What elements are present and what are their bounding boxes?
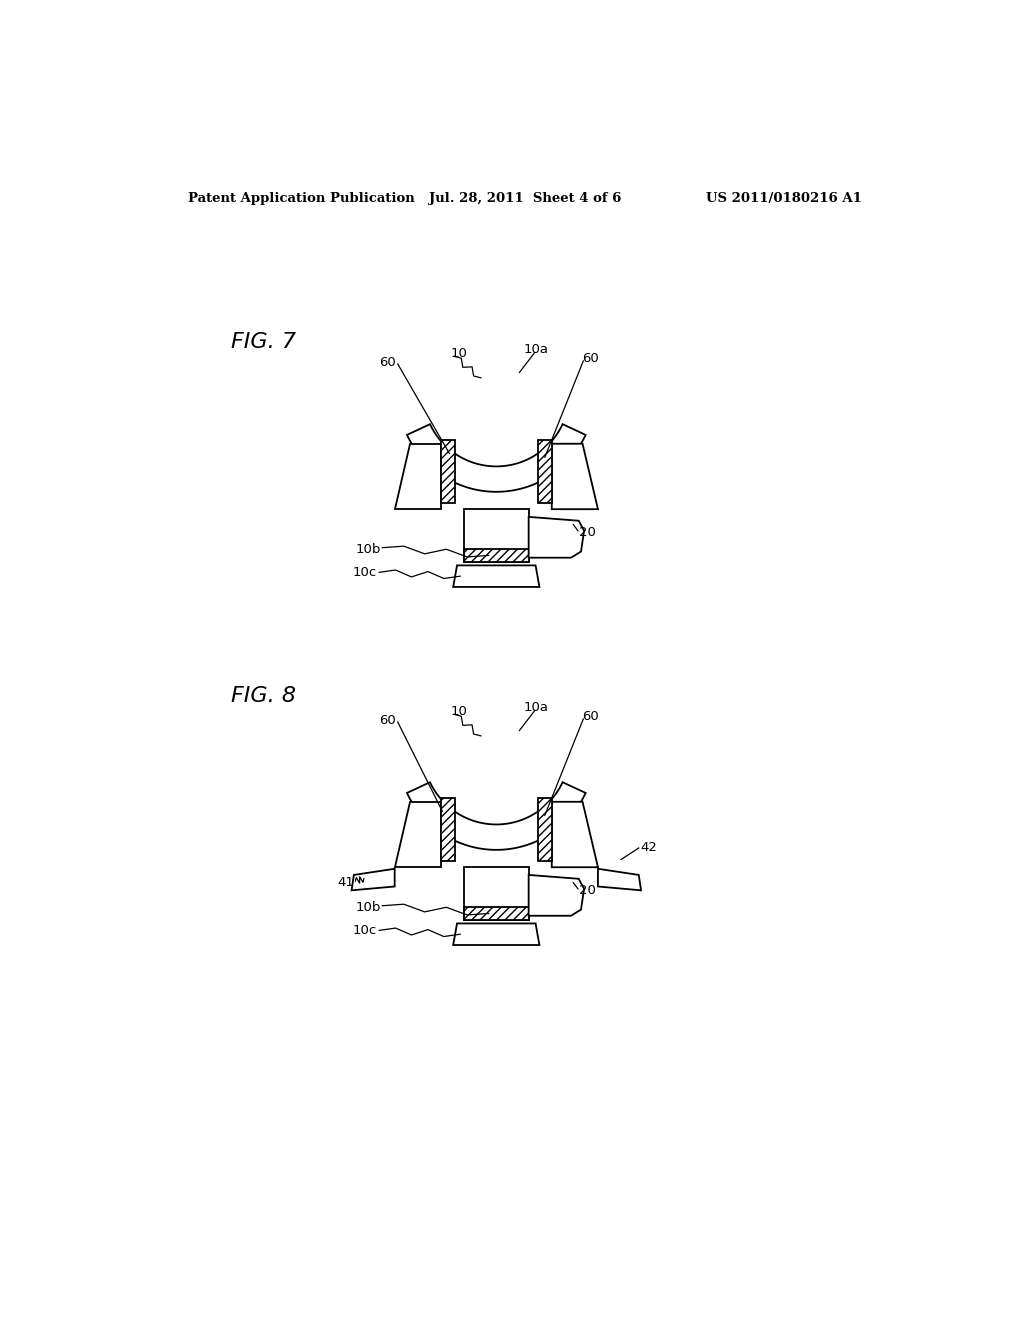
Text: 60: 60 <box>380 714 396 727</box>
Polygon shape <box>394 801 441 867</box>
Text: FIG. 8: FIG. 8 <box>230 686 296 706</box>
Polygon shape <box>552 801 598 867</box>
Text: 42: 42 <box>640 841 657 854</box>
Text: 20: 20 <box>579 884 596 896</box>
Text: Patent Application Publication: Patent Application Publication <box>188 191 415 205</box>
Text: 60: 60 <box>583 710 599 723</box>
Polygon shape <box>407 783 586 850</box>
Text: 60: 60 <box>380 356 396 370</box>
Bar <box>441 797 455 861</box>
Polygon shape <box>454 924 540 945</box>
Bar <box>538 440 552 503</box>
Text: Jul. 28, 2011  Sheet 4 of 6: Jul. 28, 2011 Sheet 4 of 6 <box>429 191 621 205</box>
Bar <box>464 907 528 920</box>
Text: 10: 10 <box>451 347 467 360</box>
Text: 10a: 10a <box>523 701 548 714</box>
Polygon shape <box>528 517 584 557</box>
Text: FIG. 7: FIG. 7 <box>230 331 296 351</box>
Polygon shape <box>528 875 584 916</box>
Polygon shape <box>552 444 598 510</box>
Bar <box>441 440 455 503</box>
Polygon shape <box>394 444 441 510</box>
Text: 10c: 10c <box>352 924 377 937</box>
Polygon shape <box>351 869 394 890</box>
Bar <box>538 797 552 861</box>
Text: US 2011/0180216 A1: US 2011/0180216 A1 <box>707 191 862 205</box>
Text: 41: 41 <box>337 876 354 890</box>
Text: 10b: 10b <box>355 900 381 913</box>
Text: 20: 20 <box>579 525 596 539</box>
Bar <box>464 549 528 561</box>
Bar <box>464 510 528 561</box>
Text: 10b: 10b <box>355 543 381 556</box>
Polygon shape <box>598 869 641 890</box>
Text: 10c: 10c <box>352 566 377 579</box>
Bar <box>464 867 528 920</box>
Text: 10: 10 <box>451 705 467 718</box>
Text: 60: 60 <box>583 352 599 366</box>
Polygon shape <box>407 424 586 492</box>
Text: 10a: 10a <box>523 343 548 356</box>
Polygon shape <box>454 565 540 587</box>
